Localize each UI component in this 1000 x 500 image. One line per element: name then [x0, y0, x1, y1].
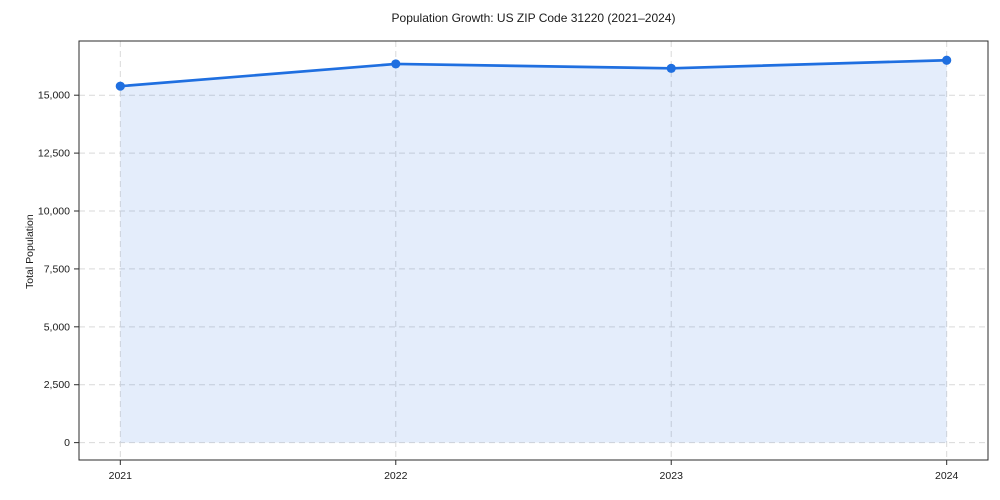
data-point-2021 [115, 81, 125, 91]
x-tick-label: 2023 [660, 470, 684, 482]
chart-title: Population Growth: US ZIP Code 31220 (20… [391, 11, 676, 25]
data-point-2023 [666, 63, 676, 73]
x-tick-label: 2024 [935, 470, 959, 482]
axes-spines [78, 40, 989, 461]
y-tick-label: 5,000 [44, 321, 70, 333]
y-tick-label: 0 [64, 437, 70, 449]
data-line [118, 58, 949, 88]
y-tick-label: 12,500 [38, 148, 70, 160]
x-tick-label: 2021 [109, 470, 133, 482]
y-tick-label: 15,000 [38, 90, 70, 102]
area-fill [120, 60, 947, 443]
data-point-2022 [391, 59, 401, 69]
y-tick-label: 10,000 [38, 206, 70, 218]
y-tick-label: 7,500 [44, 263, 70, 275]
y-tick-label: 2,500 [44, 379, 70, 391]
data-point-2024 [942, 55, 952, 65]
x-tick-label: 2022 [384, 470, 408, 482]
